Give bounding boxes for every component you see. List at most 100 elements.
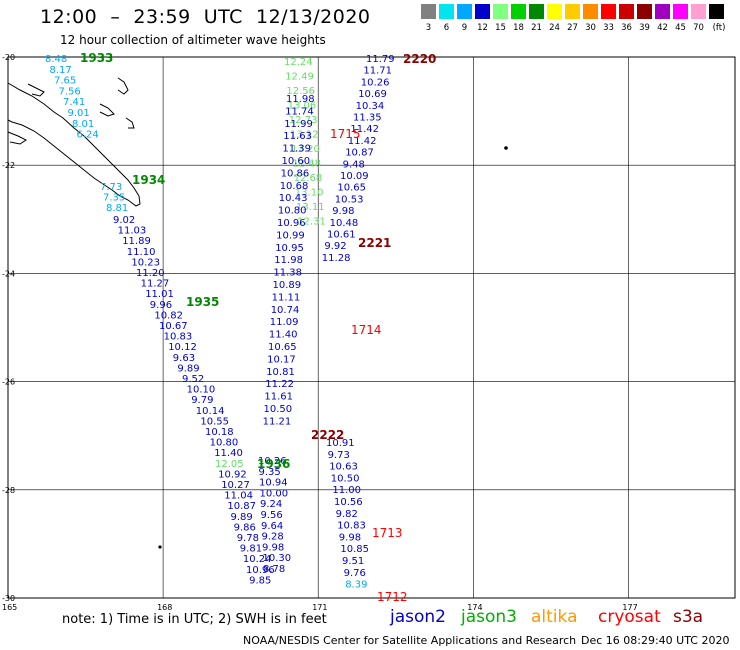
- swh-value: 9.82: [336, 509, 358, 520]
- swh-value: 10.60: [282, 156, 311, 167]
- map-title: 12:00 – 23:59 UTC 12/13/2020: [40, 6, 371, 28]
- swh-value: 9.79: [191, 395, 213, 406]
- swh-value: 8.81: [106, 203, 128, 214]
- swh-value: 10.81: [266, 367, 295, 378]
- swh-value: 11.39: [282, 144, 311, 155]
- lon-tick-label: 171: [312, 603, 327, 612]
- swh-value: 11.04: [224, 491, 253, 502]
- island-coast: [117, 77, 129, 95]
- swh-value: 9.02: [113, 215, 135, 226]
- swh-value: 10.12: [168, 342, 197, 353]
- legend-label: 6: [443, 23, 450, 33]
- swh-value: 12.24: [284, 57, 313, 68]
- swh-value: 11.09: [270, 317, 299, 328]
- lat-tick-label: -22: [2, 161, 15, 170]
- swh-value: 13.20: [291, 144, 320, 155]
- legend-label: 27: [567, 23, 578, 33]
- swh-value: 10.50: [331, 473, 360, 484]
- swh-value: 10.27: [221, 480, 250, 491]
- swh-value: 9.64: [261, 521, 283, 532]
- legend-altika: altika: [531, 607, 578, 627]
- swh-value: 10.14: [196, 406, 225, 417]
- swh-value: 7.56: [59, 86, 81, 97]
- lat-tick-label: -24: [2, 269, 15, 278]
- swh-value: 10.30: [263, 553, 292, 564]
- swh-value: 10.34: [356, 101, 385, 112]
- island-coast: [27, 83, 45, 97]
- swh-value: 10.23: [131, 257, 160, 268]
- swh-value: 9.48: [343, 159, 365, 170]
- swh-value: 10.69: [358, 89, 387, 100]
- swh-value: 9.86: [234, 522, 256, 533]
- swh-value: 12.49: [285, 72, 314, 83]
- swh-value: 11.98: [286, 94, 315, 105]
- swh-value: 10.87: [227, 501, 256, 512]
- swh-value: 9.63: [173, 353, 195, 364]
- pass-time-label: 1936: [257, 457, 290, 471]
- swh-value: 10.94: [259, 478, 288, 489]
- legend-swatch: [439, 4, 454, 19]
- swh-value: 11.03: [118, 226, 147, 237]
- swh-value: 8.39: [345, 580, 367, 591]
- swh-value: 8.48: [45, 54, 67, 65]
- legend-swatch: [691, 4, 706, 19]
- legend-label: 15: [495, 23, 506, 33]
- credit-line: NOAA/NESDIS Center for Satellite Applica…: [243, 634, 577, 647]
- swh-value: 9.81: [240, 544, 262, 555]
- swh-value: 12.68: [294, 173, 323, 184]
- swh-value: 9.78: [237, 533, 259, 544]
- swh-value: 11.20: [136, 268, 165, 279]
- swh-value: 12.31: [297, 217, 326, 228]
- legend-swatch: [673, 4, 688, 19]
- legend-swatch: [637, 4, 652, 19]
- swh-value: 9.89: [177, 363, 199, 374]
- legend-swatch: [457, 4, 472, 19]
- swh-value: 10.96: [246, 565, 275, 576]
- swh-value: 11.71: [363, 66, 392, 77]
- swh-value: 10.82: [154, 310, 183, 321]
- legend-swatch: [475, 4, 490, 19]
- swh-value: 10.95: [275, 243, 304, 254]
- swh-value: 11.22: [265, 379, 294, 390]
- legend-unit: (ft): [712, 23, 726, 33]
- legend-label: 45: [675, 23, 686, 33]
- legend-swatch: [655, 4, 670, 19]
- swh-value: 9.85: [249, 575, 271, 586]
- swh-value: 9.24: [260, 499, 282, 510]
- swh-value: 11.89: [122, 236, 151, 247]
- pass-time-label: 1713: [372, 526, 403, 540]
- swh-value: 9.76: [344, 568, 366, 579]
- pass-time-label: 2221: [358, 236, 391, 250]
- swh-value: 10.61: [327, 230, 356, 241]
- swh-value: 9.56: [261, 510, 283, 521]
- legend-swatch: [619, 4, 634, 19]
- swh-value: 11.00: [332, 485, 361, 496]
- legend-label: 70: [693, 23, 704, 33]
- swh-value: 10.91: [326, 438, 355, 449]
- swh-value: 9.98: [339, 532, 361, 543]
- island-coast: [99, 103, 115, 117]
- legend-swatch: [709, 4, 724, 19]
- coastline: [7, 77, 508, 549]
- swh-value: 11.27: [141, 279, 170, 290]
- legend-jason2: jason2: [390, 607, 446, 627]
- swh-value: 13.10: [295, 188, 324, 199]
- legend-jason3: jason3: [461, 607, 517, 627]
- map-frame: [7, 56, 736, 599]
- legend-label: 39: [639, 23, 650, 33]
- pass-time-label: 2220: [403, 52, 436, 66]
- swh-value: 11.42: [348, 136, 377, 147]
- swh-value: 10.55: [200, 416, 229, 427]
- swh-value: 10.65: [337, 183, 366, 194]
- swh-value: 10.80: [278, 206, 307, 217]
- swh-value: 10.65: [268, 342, 297, 353]
- legend-label: 12: [477, 23, 488, 33]
- lat-tick-label: -20: [2, 53, 15, 62]
- lat-tick-label: -30: [2, 594, 15, 603]
- legend-label: 33: [603, 23, 614, 33]
- legend-swatch: [529, 4, 544, 19]
- swh-value: 7.41: [63, 97, 85, 108]
- swh-value: 8.78: [263, 564, 285, 575]
- swh-value: 10.85: [340, 544, 369, 555]
- swh-value: 10.83: [164, 332, 193, 343]
